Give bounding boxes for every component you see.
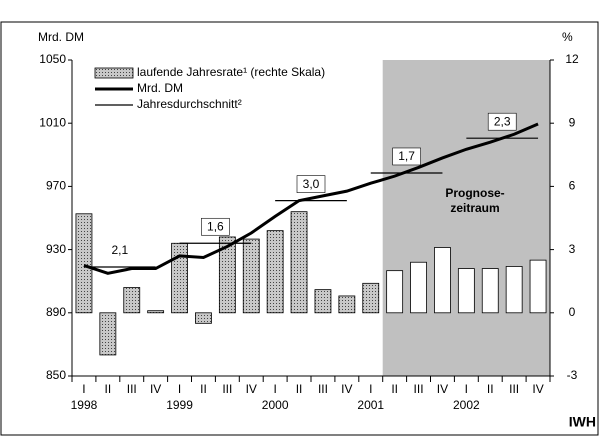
bar	[123, 287, 141, 314]
year-label: 2000	[262, 398, 289, 412]
x-tick-label: II	[105, 382, 112, 396]
y2-tick-label: -3	[567, 368, 578, 382]
rate-box	[105, 241, 134, 259]
rate-box	[201, 217, 230, 236]
y2-tick-label: 0	[569, 305, 576, 319]
legend-label: Mrd. DM	[137, 81, 183, 95]
x-tick-label: III	[414, 382, 424, 396]
x-tick-label: I	[465, 382, 468, 396]
bar	[171, 242, 188, 314]
bar	[195, 312, 212, 324]
y-tick-label: 930	[46, 242, 66, 256]
legend-swatch	[94, 67, 134, 79]
bar	[505, 266, 523, 314]
bar	[266, 230, 284, 314]
x-tick-label: I	[273, 382, 276, 396]
bar	[75, 213, 93, 314]
bar	[434, 247, 451, 314]
x-tick-label: IV	[341, 382, 352, 396]
year-label: 2001	[357, 398, 384, 412]
bar	[290, 211, 308, 314]
forecast-label: Prognose-	[445, 186, 504, 200]
y-tick-label: 1050	[39, 52, 66, 66]
y-tick-label: 850	[46, 368, 66, 382]
bar	[362, 282, 380, 314]
y2-tick-label: 9	[569, 115, 576, 129]
y2-tick-label: 3	[569, 242, 576, 256]
rate-box	[392, 147, 421, 166]
legend-box	[90, 64, 358, 114]
frame	[0, 21, 599, 436]
x-tick-label: IV	[437, 382, 448, 396]
bar	[386, 270, 404, 314]
line	[83, 122, 539, 275]
bar	[99, 312, 117, 356]
bar	[242, 238, 260, 314]
bar	[218, 236, 236, 314]
bar	[314, 289, 332, 314]
x-tick-label: I	[369, 382, 372, 396]
source: IWH	[569, 414, 596, 430]
year-label: 1999	[166, 398, 193, 412]
legend-label: laufende Jahresrate¹ (rechte Skala)	[137, 65, 325, 79]
x-tick-label: II	[200, 382, 207, 396]
year-label: 2002	[453, 398, 480, 412]
rate-label: 3,0	[303, 177, 320, 191]
bar	[529, 259, 547, 314]
forecast-region	[382, 60, 550, 376]
rate-label: 1,6	[207, 219, 224, 233]
forecast-label: zeitraum	[450, 201, 499, 215]
legend-label: Jahresdurchschnitt²	[137, 97, 242, 111]
y-tick-label: 970	[46, 179, 66, 193]
x-tick-label: IV	[532, 382, 543, 396]
rate-box	[487, 112, 517, 131]
rate-box	[296, 175, 326, 193]
bar	[481, 268, 499, 314]
x-tick-label: II	[391, 382, 398, 396]
y-tick-label: 890	[46, 305, 66, 319]
x-tick-label: IV	[150, 382, 161, 396]
bar	[147, 310, 165, 314]
year-label: 1998	[71, 398, 98, 412]
y2-axis-label: %	[562, 30, 573, 44]
x-tick-label: III	[318, 382, 328, 396]
rate-label: 2,1	[111, 243, 128, 257]
bar	[457, 268, 475, 314]
x-tick-label: II	[487, 382, 494, 396]
y2-tick-label: 6	[569, 179, 576, 193]
x-tick-label: III	[222, 382, 232, 396]
y-axis-label: Mrd. DM	[38, 30, 84, 44]
x-tick-label: I	[178, 382, 181, 396]
bar	[410, 261, 427, 314]
y2-tick-label: 12	[565, 52, 579, 66]
bar	[338, 295, 356, 314]
x-tick-label: III	[127, 382, 137, 396]
rate-label: 2,3	[494, 114, 511, 128]
y-tick-label: 1010	[39, 115, 66, 129]
x-tick-label: IV	[246, 382, 257, 396]
x-tick-label: III	[509, 382, 519, 396]
x-tick-label: I	[82, 382, 85, 396]
x-tick-label: II	[296, 382, 303, 396]
rate-label: 1,7	[398, 149, 415, 163]
